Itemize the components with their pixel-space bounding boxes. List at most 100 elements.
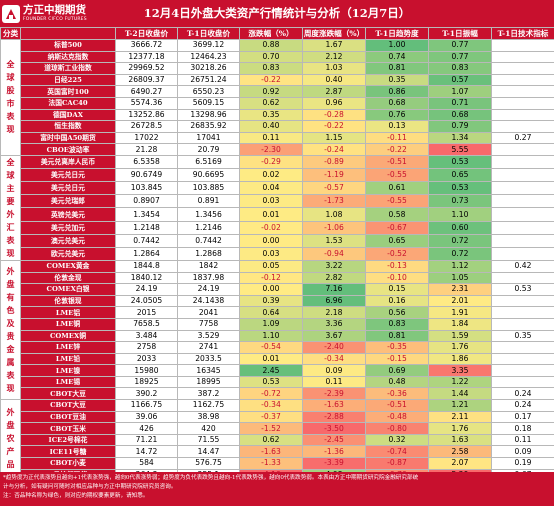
cell-trend: 0.69	[365, 364, 429, 377]
table-row: COMEX白银 24.19 24.19 0.00 7.16 0.15 2.31 0.53	[1, 283, 554, 296]
cell-technical	[491, 364, 554, 377]
table-row: CBOE波动率 21.28 20.79 -2.30 -0.24 -0.22 5.55	[1, 143, 554, 156]
market-table: 分类 T-2日收盘价 T-1日收盘价 涨跌幅（%） 周度涨跌幅（%） T-1日趋…	[0, 27, 554, 505]
instrument-name: CBOT大豆	[20, 387, 116, 401]
cell-trend: -0.35	[365, 341, 429, 354]
cell-technical	[491, 85, 554, 98]
cell-t1-close: 2041	[177, 306, 240, 319]
cell-weekly-change: -0.94	[302, 246, 366, 261]
cell-t2-close: 1844.8	[115, 259, 178, 273]
cell-technical	[491, 352, 554, 366]
table-row: LME锌 2758 2741 -0.54 -2.40 -0.35 1.76	[1, 341, 554, 354]
cell-change: 0.70	[239, 50, 303, 64]
cell-technical: 0.24	[491, 387, 554, 401]
cell-weekly-change: -2.39	[302, 387, 366, 401]
cell-amplitude: 1.76	[428, 422, 492, 435]
cell-change: -0.37	[239, 410, 303, 424]
cell-change: -1.63	[239, 445, 303, 459]
cell-change: -0.02	[239, 220, 303, 235]
group-label-text: 全球股市表现	[6, 59, 15, 135]
cell-t2-close: 1840.12	[115, 271, 178, 285]
cell-t1-close: 30218.26	[177, 62, 240, 75]
cell-t2-close: 1.2864	[115, 246, 178, 261]
cell-t2-close: 1166.75	[115, 399, 178, 412]
cell-amplitude: 0.71	[428, 96, 492, 110]
cell-t2-close: 90.6749	[115, 168, 178, 183]
cell-trend: 0.81	[365, 329, 429, 343]
cell-t2-close: 6.5358	[115, 154, 178, 170]
cell-t1-close: 1837.98	[177, 271, 240, 285]
logo-mark-icon	[2, 4, 20, 23]
cell-change: 0.39	[239, 294, 303, 308]
cell-amplitude: 2.58	[428, 445, 492, 459]
table-row: ICE2号棉花 71.21 71.55 0.62 -2.45 0.32 1.63 0.11	[1, 433, 554, 447]
cell-amplitude: 1.10	[428, 207, 492, 222]
cell-trend: 0.15	[365, 283, 429, 296]
cell-technical	[491, 271, 554, 285]
cell-t1-close: 1.2868	[177, 246, 240, 261]
cell-trend: -0.15	[365, 352, 429, 366]
cell-change: -0.34	[239, 399, 303, 412]
cell-trend: 0.58	[365, 207, 429, 222]
table-row: 澳元兑美元 0.7442 0.7442 0.00 1.53 0.65 0.72	[1, 233, 554, 248]
cell-amplitude: 1.76	[428, 341, 492, 354]
cell-t1-close: 2033.5	[177, 352, 240, 366]
cell-change: 0.92	[239, 85, 303, 98]
cell-weekly-change: 1.67	[302, 39, 366, 52]
cell-weekly-change: 2.12	[302, 50, 366, 64]
instrument-name: CBOT大豆	[20, 399, 116, 412]
cell-t1-close: 24.1438	[177, 294, 240, 308]
cell-amplitude: 1.59	[428, 329, 492, 343]
cell-weekly-change: -2.40	[302, 341, 366, 354]
cell-technical	[491, 306, 554, 319]
instrument-name: 美元兑瑞郎	[20, 194, 116, 209]
cell-technical: 0.19	[491, 457, 554, 470]
cell-change: 0.88	[239, 39, 303, 52]
instrument-name: LME镍	[20, 364, 116, 377]
cell-technical	[491, 233, 554, 248]
cell-t1-close: 13298.96	[177, 108, 240, 122]
instrument-name: COMEX白银	[20, 283, 116, 296]
cell-weekly-change: 0.11	[302, 375, 366, 389]
cell-t2-close: 24.19	[115, 283, 178, 296]
cell-amplitude: 0.57	[428, 73, 492, 87]
instrument-name: 恒生指数	[20, 120, 116, 133]
cell-amplitude: 0.79	[428, 120, 492, 133]
table-row: 富时中国A50期货 17022 17041 0.11 1.15 -0.11 1.34 0.27	[1, 131, 554, 145]
cell-weekly-change: -2.88	[302, 410, 366, 424]
instrument-name: 美元兑日元	[20, 181, 116, 196]
col-header-technical: T-1日技术指标	[491, 27, 554, 40]
instrument-name: 美元兑离岸人民币	[20, 154, 116, 170]
cell-weekly-change: -3.50	[302, 422, 366, 435]
cell-change: 0.00	[239, 283, 303, 296]
cell-trend: 0.81	[365, 62, 429, 75]
cell-t1-close: 12464.23	[177, 50, 240, 64]
cell-change: -0.22	[239, 73, 303, 87]
group-label-text: 全球主要外汇表现	[6, 156, 15, 258]
table-row: LME镍 15980 16345 2.45 0.09 0.69 3.35	[1, 364, 554, 377]
cell-t1-close: 3.529	[177, 329, 240, 343]
cell-technical	[491, 108, 554, 122]
table-row: CBOT小麦 584 576.75 -1.33 -3.39 -0.87 2.07 0.19	[1, 457, 554, 470]
cell-change: 2.45	[239, 364, 303, 377]
table-row: 日经225 26809.37 26751.24 -0.22 0.40 0.35 0.57	[1, 73, 554, 87]
cell-amplitude: 2.07	[428, 457, 492, 470]
cell-amplitude: 1.91	[428, 306, 492, 319]
cell-t2-close: 2015	[115, 306, 178, 319]
logo-cn-text: 方正中期期货	[23, 4, 86, 16]
table-row: 道琼斯工业指数 29969.52 30218.26 0.83 1.03 0.81 0.83	[1, 62, 554, 75]
cell-amplitude: 1.12	[428, 259, 492, 273]
cell-trend: 0.56	[365, 306, 429, 319]
table-row: COMEX铜 3.484 3.529 1.10 3.67 0.81 1.59 0.35	[1, 329, 554, 343]
cell-weekly-change: 3.67	[302, 329, 366, 343]
cell-technical	[491, 375, 554, 389]
instrument-name: 欧元兑美元	[20, 246, 116, 261]
table-row: 美元兑瑞郎 0.8907 0.891 0.03 -1.73 -0.55 0.73	[1, 194, 554, 209]
cell-t1-close: 71.55	[177, 433, 240, 447]
cell-t2-close: 2758	[115, 341, 178, 354]
instrument-name: COMEX铜	[20, 329, 116, 343]
cell-t1-close: 0.891	[177, 194, 240, 209]
cell-t1-close: 20.79	[177, 143, 240, 156]
cell-t1-close: 3699.12	[177, 39, 240, 52]
cell-weekly-change: -3.39	[302, 457, 366, 470]
